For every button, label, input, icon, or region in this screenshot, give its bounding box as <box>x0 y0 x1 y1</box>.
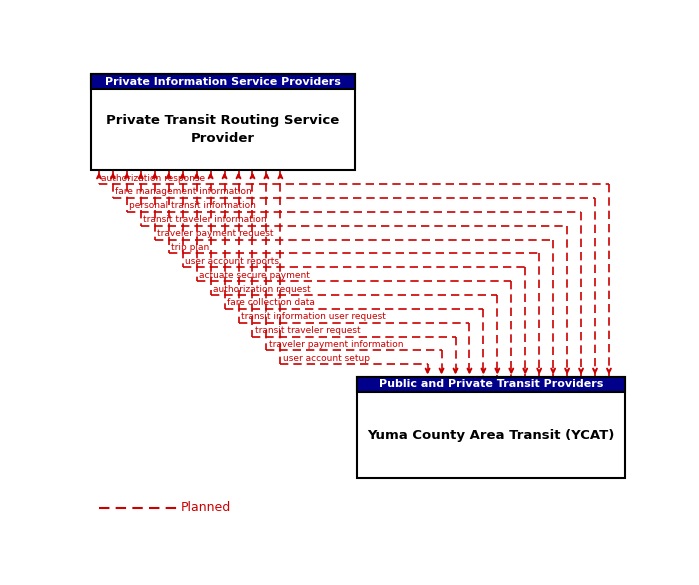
Text: actuate secure payment: actuate secure payment <box>199 271 310 280</box>
Bar <box>92 74 355 170</box>
Text: authorization response: authorization response <box>101 174 206 183</box>
Text: transit information user request: transit information user request <box>241 312 386 321</box>
Text: user account setup: user account setup <box>282 354 370 363</box>
Text: transit traveler request: transit traveler request <box>254 326 361 335</box>
Text: traveler payment information: traveler payment information <box>268 340 403 349</box>
Text: Planned: Planned <box>180 501 231 514</box>
Bar <box>357 377 625 392</box>
Text: authorization request: authorization request <box>213 284 310 294</box>
Text: traveler payment request: traveler payment request <box>157 229 273 238</box>
Bar <box>357 377 625 479</box>
Text: fare management information: fare management information <box>115 187 252 197</box>
Text: trip plan: trip plan <box>171 243 209 252</box>
Text: Private Information Service Providers: Private Information Service Providers <box>105 77 341 87</box>
Bar <box>92 74 355 90</box>
Text: transit traveler information: transit traveler information <box>143 215 267 224</box>
Text: Yuma County Area Transit (YCAT): Yuma County Area Transit (YCAT) <box>368 429 615 442</box>
Text: user account reports: user account reports <box>185 257 279 266</box>
Text: Public and Private Transit Providers: Public and Private Transit Providers <box>379 379 603 390</box>
Text: Private Transit Routing Service
Provider: Private Transit Routing Service Provider <box>106 115 340 146</box>
Text: fare collection data: fare collection data <box>227 298 315 307</box>
Text: personal transit information: personal transit information <box>129 201 256 211</box>
